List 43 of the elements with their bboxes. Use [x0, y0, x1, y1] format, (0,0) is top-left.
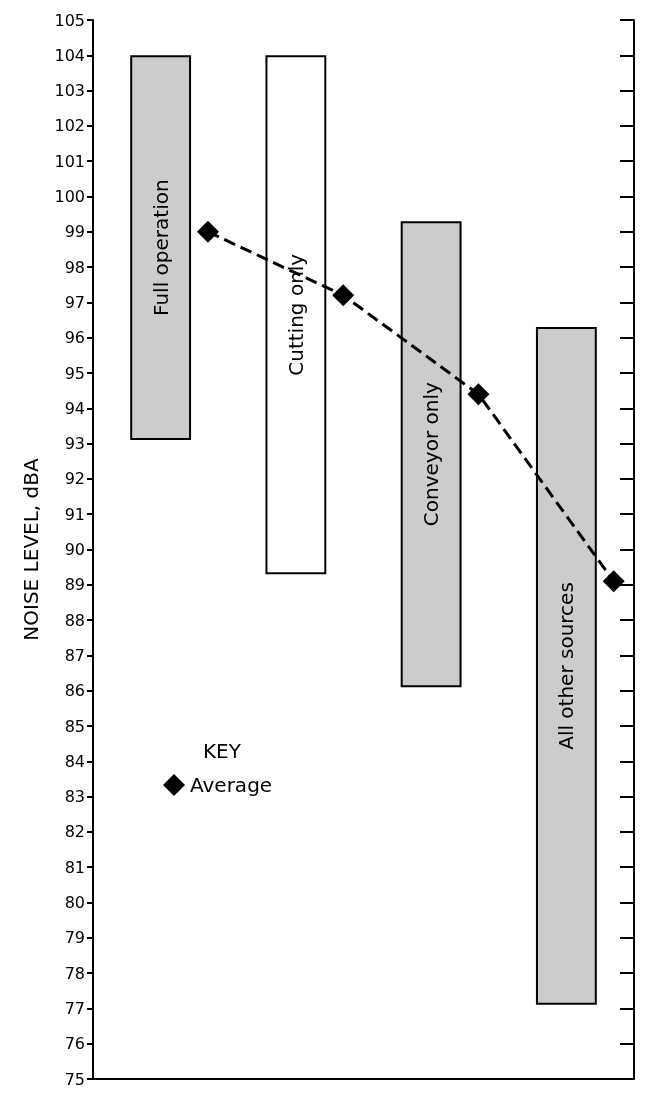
y-tick-label: 104: [54, 45, 85, 65]
y-tick-label: 86: [64, 681, 85, 701]
y-tick-label: 97: [64, 292, 85, 312]
y-tick-label: 81: [64, 857, 85, 877]
y-tick-label: 98: [64, 257, 85, 277]
y-tick-label: 101: [54, 151, 85, 171]
y-tick-label: 103: [54, 81, 85, 101]
y-tick-label: 87: [64, 645, 85, 665]
y-tick-label: 93: [64, 434, 85, 454]
y-tick-label: 94: [64, 398, 85, 418]
y-tick-label: 82: [64, 822, 85, 842]
point: [332, 284, 355, 307]
y-tick-label: 77: [64, 998, 85, 1018]
x-tick-label: Full operation: [148, 179, 173, 316]
legend-title: KEY: [203, 739, 242, 763]
y-tick-label: 75: [64, 1069, 85, 1089]
y-tick-label: 96: [64, 328, 85, 348]
y-tick-label: 76: [64, 1034, 85, 1054]
y-tick-label: 85: [64, 716, 85, 736]
y-tick-label: 100: [54, 187, 85, 206]
x-tick-label: All other sources: [554, 582, 579, 750]
bar: [130, 55, 192, 441]
x-tick-label: Conveyor only: [419, 382, 444, 527]
y-tick-label: 90: [64, 540, 85, 559]
y-tick-label: 79: [64, 928, 85, 948]
y-tick-label: 105: [54, 10, 85, 30]
y-axis-title: NOISE LEVEL, dBA: [19, 458, 43, 641]
y-tick-label: 99: [64, 222, 85, 242]
y-tick-label: 83: [64, 787, 85, 807]
legend-label: Average: [190, 773, 273, 797]
y-tick-label: 91: [64, 504, 85, 524]
y-tick-label: 92: [64, 469, 85, 489]
y-tick-label: 84: [64, 751, 85, 771]
y-tick-label: 102: [54, 116, 85, 136]
y-tick-label: 89: [64, 575, 85, 595]
point: [602, 570, 625, 593]
x-tick-label: Cutting only: [283, 253, 308, 376]
y-tick-label: 78: [64, 963, 85, 983]
y-tick-label: 88: [64, 610, 85, 630]
y-tick-label: 80: [64, 893, 85, 912]
point: [467, 383, 490, 406]
point: [196, 220, 219, 243]
y-tick-label: 95: [64, 363, 85, 383]
